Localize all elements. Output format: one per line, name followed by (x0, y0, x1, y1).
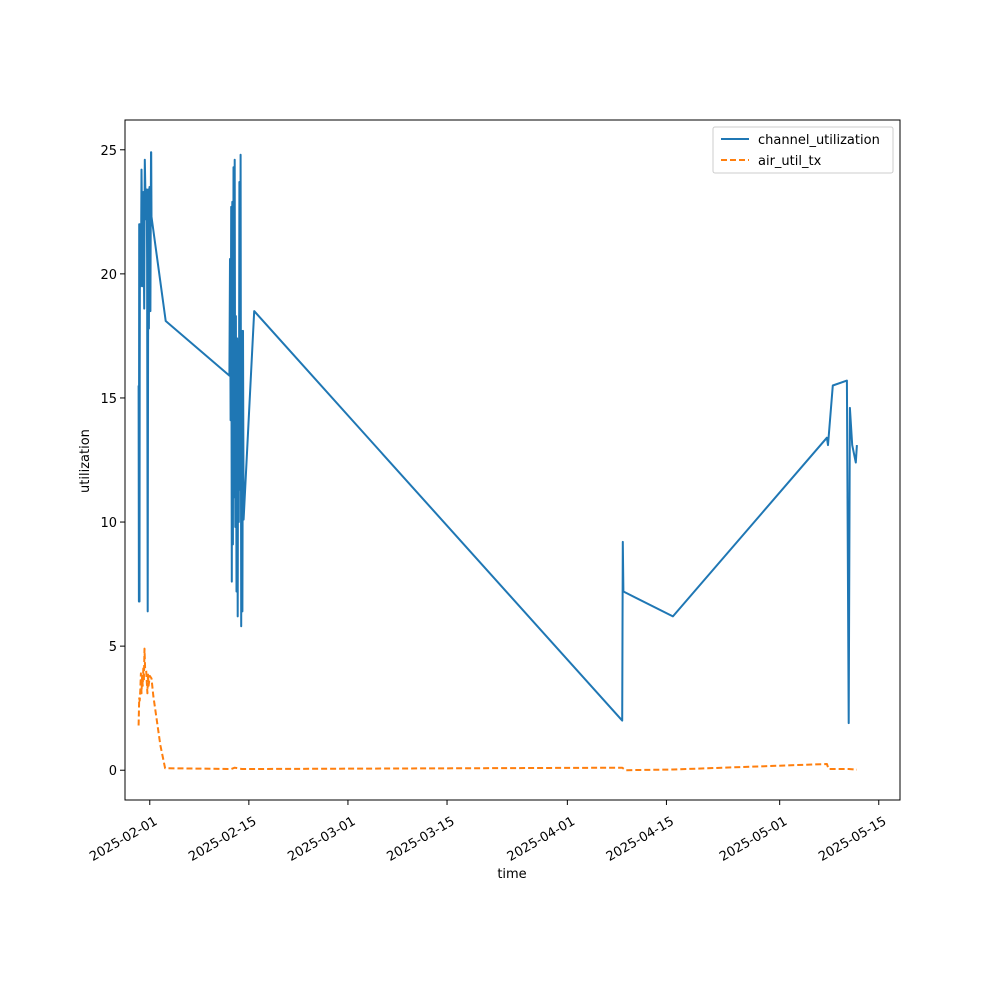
y-tick-label: 10 (100, 516, 117, 531)
y-axis-title: utilization (78, 429, 93, 493)
y-tick-label: 0 (109, 764, 117, 779)
y-tick-label: 5 (109, 640, 117, 655)
y-axis: 0 5 10 15 20 25 (100, 144, 125, 779)
y-tick-label: 25 (100, 144, 117, 159)
legend-label-channel-utilization: channel_utilization (758, 133, 880, 148)
legend-box (712, 126, 894, 174)
series-layer (137, 151, 858, 772)
series-line-channel-utilization (137, 151, 858, 725)
y-tick-label: 15 (100, 392, 117, 407)
legend: channel_utilization air_util_tx (712, 126, 894, 174)
y-tick-label: 20 (100, 268, 117, 283)
legend-label-air-util-tx: air_util_tx (758, 154, 822, 169)
plot-area (124, 119, 901, 801)
x-axis-title: time (497, 867, 526, 882)
plot-frame (124, 119, 901, 801)
series-line-air-util-tx (137, 647, 857, 772)
